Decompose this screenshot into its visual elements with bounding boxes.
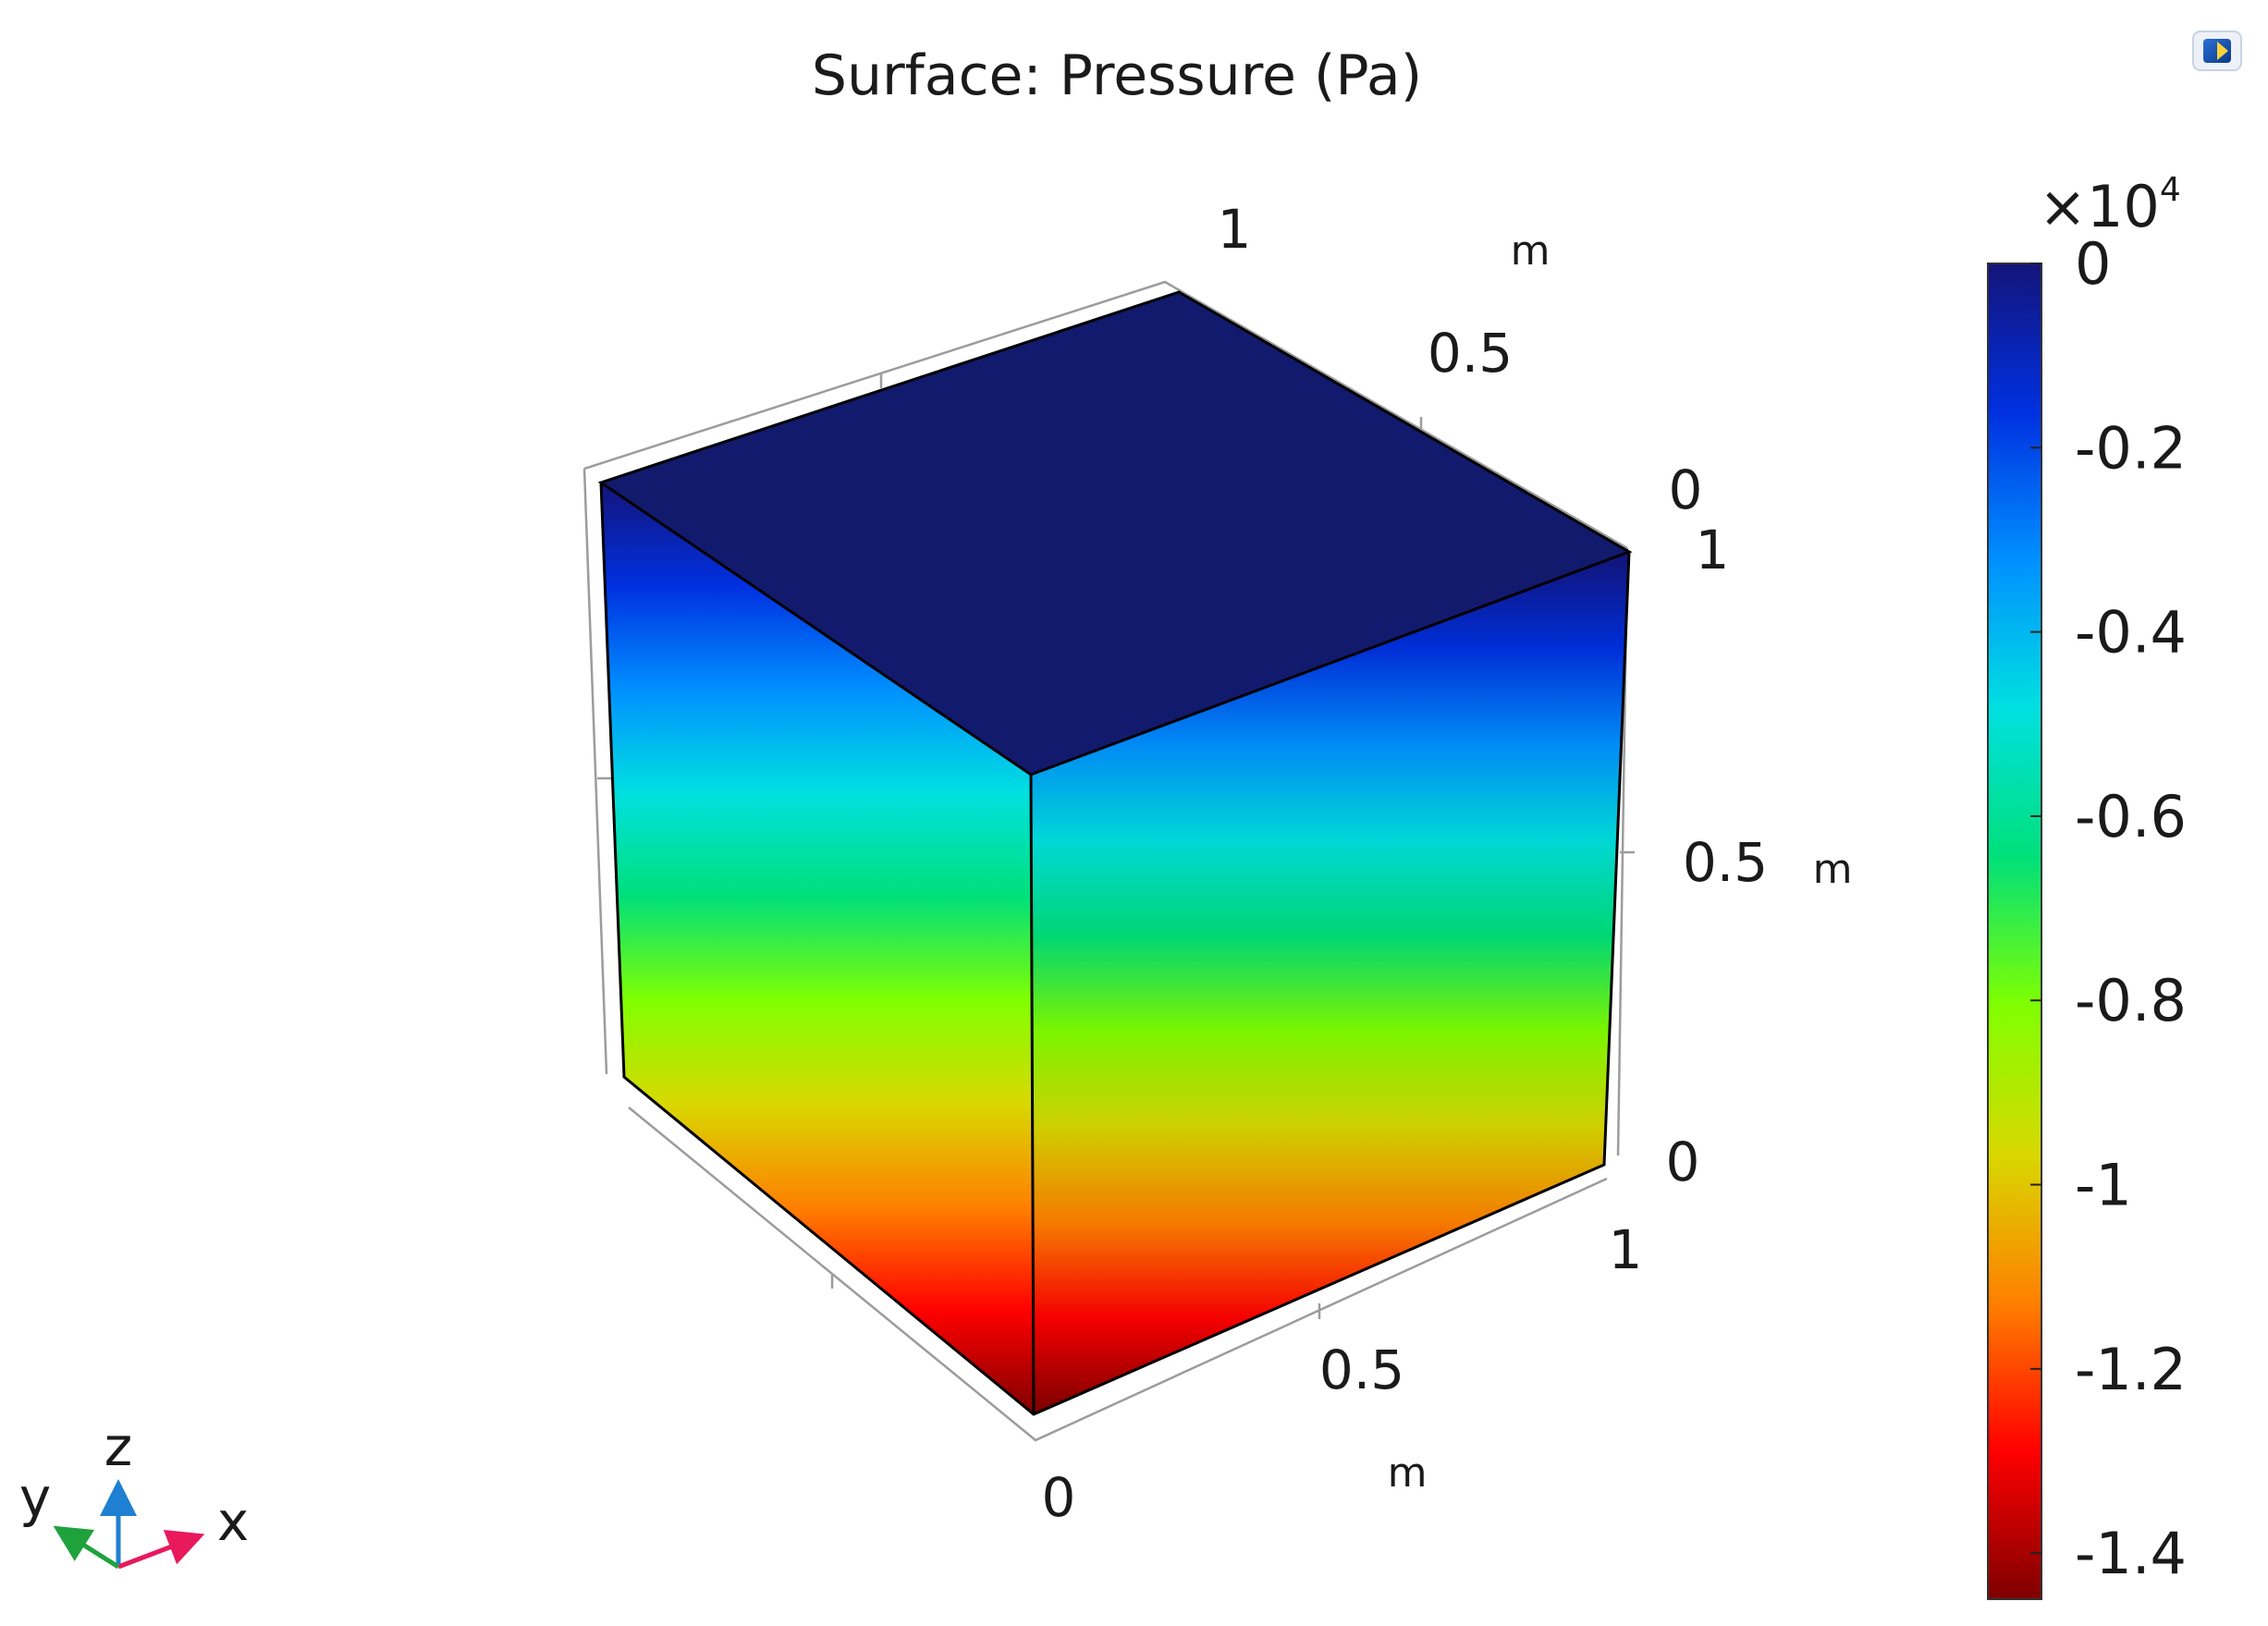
triad-z-label: z xyxy=(104,1415,132,1478)
colorbar-tick-label: -1.2 xyxy=(2075,1336,2187,1403)
y-tick-label: 1 xyxy=(1218,198,1252,261)
z-tick-label: 0 xyxy=(1666,1131,1700,1193)
y-tick-label: 0 xyxy=(1669,458,1703,521)
colorbar-tick-label: -0.8 xyxy=(2075,967,2187,1034)
colorbar-tick-label: -0.4 xyxy=(2075,599,2187,666)
frame-top-back xyxy=(583,280,1628,550)
frame-bottom-front xyxy=(628,1106,1608,1442)
triad-y-label: y xyxy=(19,1466,51,1529)
frame-left-vertical xyxy=(582,468,608,1075)
y-unit-label: m xyxy=(1511,227,1551,275)
y-tick-label: 0.5 xyxy=(1428,322,1513,385)
chart-title: Surface: Pressure (Pa) xyxy=(812,43,1422,108)
colorbar-tick-label: 0 xyxy=(2075,230,2111,298)
cube xyxy=(597,290,1633,1416)
colorbar-tick-label: -1.4 xyxy=(2075,1520,2187,1587)
colorbar-ticks: 0 -0.2 -0.4 -0.6 -0.8 -1 -1.2 -1.4 xyxy=(2030,230,2187,1587)
triad-x-arrow xyxy=(117,1529,205,1570)
colorbar-tick-label: -1 xyxy=(2075,1152,2132,1219)
colorbar-exponent: 4 xyxy=(2160,171,2181,209)
colorbar-tick-label: -0.2 xyxy=(2075,414,2187,482)
colorbar-tick-label: -0.6 xyxy=(2075,783,2187,850)
z-unit-label: m xyxy=(1813,846,1853,893)
cube-face-left xyxy=(601,483,1034,1414)
cube-face-top xyxy=(601,292,1629,775)
colorbar: ×104 0 -0.2 -0.4 -0.6 -0.8 -1 -1.2 -1.4 xyxy=(1987,171,2187,1600)
triad-x-label: x xyxy=(217,1490,249,1553)
cube-face-right xyxy=(1031,552,1629,1414)
x-tick-label: 0.5 xyxy=(1319,1339,1404,1401)
axis-labels: 1 m 0.5 0 1 0.5 m 0 1 0.5 m 0 xyxy=(1042,198,1853,1529)
x-tick-label: 0 xyxy=(1042,1466,1076,1529)
app-logo-icon xyxy=(2192,31,2242,71)
z-tick-label: 1 xyxy=(1696,519,1730,581)
colorbar-bar xyxy=(1987,263,2042,1600)
z-tick-label: 0.5 xyxy=(1683,831,1768,894)
colorbar-multiplier: ×104 xyxy=(2039,171,2181,240)
cube-edges xyxy=(597,290,1633,1416)
x-tick-label: 1 xyxy=(1609,1218,1643,1281)
triad-y-arrow xyxy=(53,1525,120,1570)
x-unit-label: m xyxy=(1388,1449,1428,1497)
axis-triad: z x y xyxy=(19,1415,249,1570)
axis-frame xyxy=(582,280,1635,1442)
cube-face-front-shade xyxy=(1031,552,1629,1414)
